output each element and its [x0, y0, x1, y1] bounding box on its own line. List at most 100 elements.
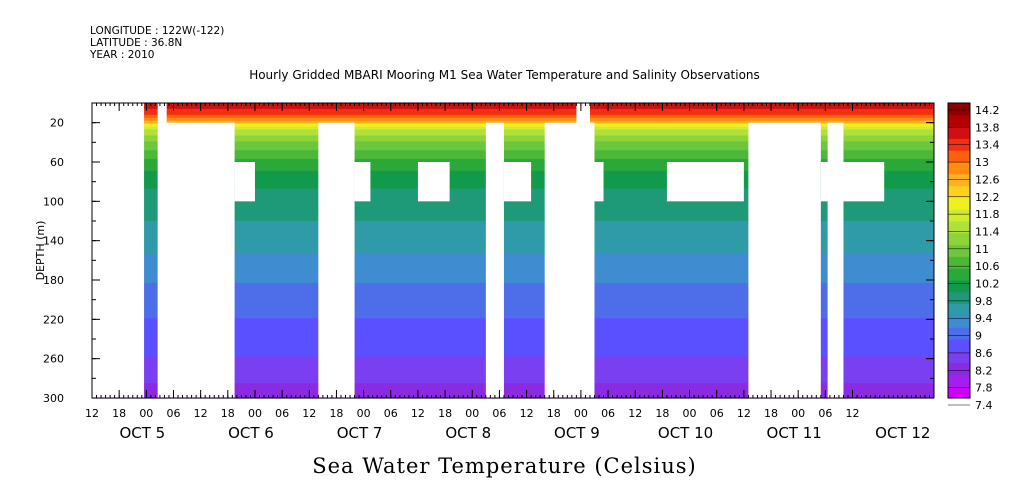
colorbar-swatch — [948, 221, 970, 234]
temperature-band — [92, 132, 934, 137]
y-axis-title: DEPTH (m) — [34, 221, 47, 281]
temperature-band — [92, 339, 934, 343]
colorbar-swatch — [948, 173, 970, 187]
colorbar-label: 9 — [975, 330, 982, 343]
x-tick-label: 18 — [329, 407, 343, 420]
temperature-band — [92, 288, 934, 293]
colorbar-swatch — [948, 315, 970, 328]
temperature-band — [92, 256, 934, 260]
temperature-band — [92, 238, 934, 243]
temperature-band — [92, 324, 934, 328]
temperature-band — [92, 250, 934, 255]
colorbar-swatch — [948, 350, 970, 364]
missing-data-block — [666, 162, 744, 202]
temperature-band — [92, 315, 934, 319]
missing-data-block — [417, 162, 450, 202]
y-tick-label: 140 — [43, 235, 64, 248]
temperature-band — [92, 114, 934, 119]
temperature-band — [92, 291, 934, 296]
temperature-band — [92, 138, 934, 142]
colorbar-swatch — [948, 244, 970, 257]
x-date-label: OCT 9 — [554, 424, 600, 442]
colorbar-swatch — [948, 256, 970, 269]
colorbar-swatch — [948, 150, 970, 163]
temperature-band — [92, 203, 934, 207]
missing-data-block — [748, 122, 821, 399]
temperature-band — [92, 333, 934, 337]
y-tick-label: 20 — [50, 117, 64, 130]
year-label: YEAR : 2010 — [90, 49, 155, 61]
x-tick-label: 12 — [411, 407, 425, 420]
temperature-band — [92, 297, 934, 302]
temperature-band — [92, 223, 934, 228]
temperature-band — [92, 277, 934, 281]
temperature-band — [92, 221, 934, 225]
temperature-band — [92, 259, 934, 263]
x-tick-label: 12 — [302, 407, 316, 420]
temperature-band — [92, 253, 934, 257]
colorbar-label: 11 — [975, 243, 989, 256]
x-date-label: OCT 5 — [119, 424, 165, 442]
colorbar-swatch — [948, 197, 970, 210]
temperature-band — [92, 392, 934, 396]
colorbar-label: 11.8 — [975, 208, 1000, 221]
temperature-band — [92, 285, 934, 290]
colorbar-swatch — [948, 339, 970, 352]
temperature-band — [92, 389, 934, 393]
missing-data-block — [820, 162, 885, 202]
temperature-band — [92, 232, 934, 237]
colorbar-swatch — [948, 162, 970, 175]
temperature-band — [92, 312, 934, 316]
x-tick-label: 06 — [275, 407, 289, 420]
temperature-band — [92, 347, 934, 352]
latitude-label: LATITUDE : 36.8N — [90, 37, 183, 49]
colorbar-frame — [947, 102, 971, 399]
temperature-band — [92, 309, 934, 314]
missing-data-block — [485, 122, 504, 399]
longitude-label: LONGITUDE : 122W(-122) — [90, 25, 225, 37]
temperature-band — [92, 123, 934, 128]
colorbar-swatch — [948, 280, 970, 293]
temperature-band — [92, 206, 934, 210]
x-tick-label: 18 — [438, 407, 452, 420]
temperature-band — [92, 129, 934, 134]
colorbar-swatch — [948, 232, 970, 246]
temperature-band — [92, 241, 934, 246]
x-tick-label: 00 — [574, 407, 588, 420]
temperature-band — [92, 271, 934, 275]
colorbar-swatch — [948, 362, 970, 375]
x-date-label: OCT 8 — [445, 424, 491, 442]
x-tick-label: 18 — [112, 407, 126, 420]
temperature-band — [92, 244, 934, 249]
temperature-band — [92, 353, 934, 358]
missing-data-block — [594, 162, 604, 202]
colorbar-swatch — [948, 268, 970, 281]
colorbar-label: 7.4 — [975, 399, 993, 412]
colorbar-swatch — [948, 327, 970, 340]
x-tick-label: 00 — [357, 407, 371, 420]
temperature-band — [92, 327, 934, 331]
temperature-band — [92, 229, 934, 234]
colorbar-label: 13.4 — [975, 139, 1000, 152]
missing-data-block — [157, 103, 167, 123]
x-tick-label: 18 — [547, 407, 561, 420]
colorbar-label: 8.6 — [975, 347, 993, 360]
x-tick-label: 00 — [683, 407, 697, 420]
temperature-band — [92, 318, 934, 322]
colorbar-label: 10.2 — [975, 278, 1000, 291]
temperature-band — [92, 150, 934, 154]
x-tick-label: 06 — [601, 407, 615, 420]
temperature-band — [92, 120, 934, 125]
colorbar-label: 12.6 — [975, 173, 1000, 186]
missing-data-block — [576, 103, 590, 123]
temperature-band — [92, 215, 934, 219]
colorbar-label: 13 — [975, 156, 989, 169]
y-tick-label: 220 — [43, 313, 64, 326]
x-tick-label: 18 — [221, 407, 235, 420]
temperature-band — [92, 147, 934, 151]
colorbar-swatch — [948, 303, 970, 316]
temperature-band — [92, 268, 934, 272]
temperature-band — [92, 336, 934, 340]
temperature-band — [92, 226, 934, 231]
